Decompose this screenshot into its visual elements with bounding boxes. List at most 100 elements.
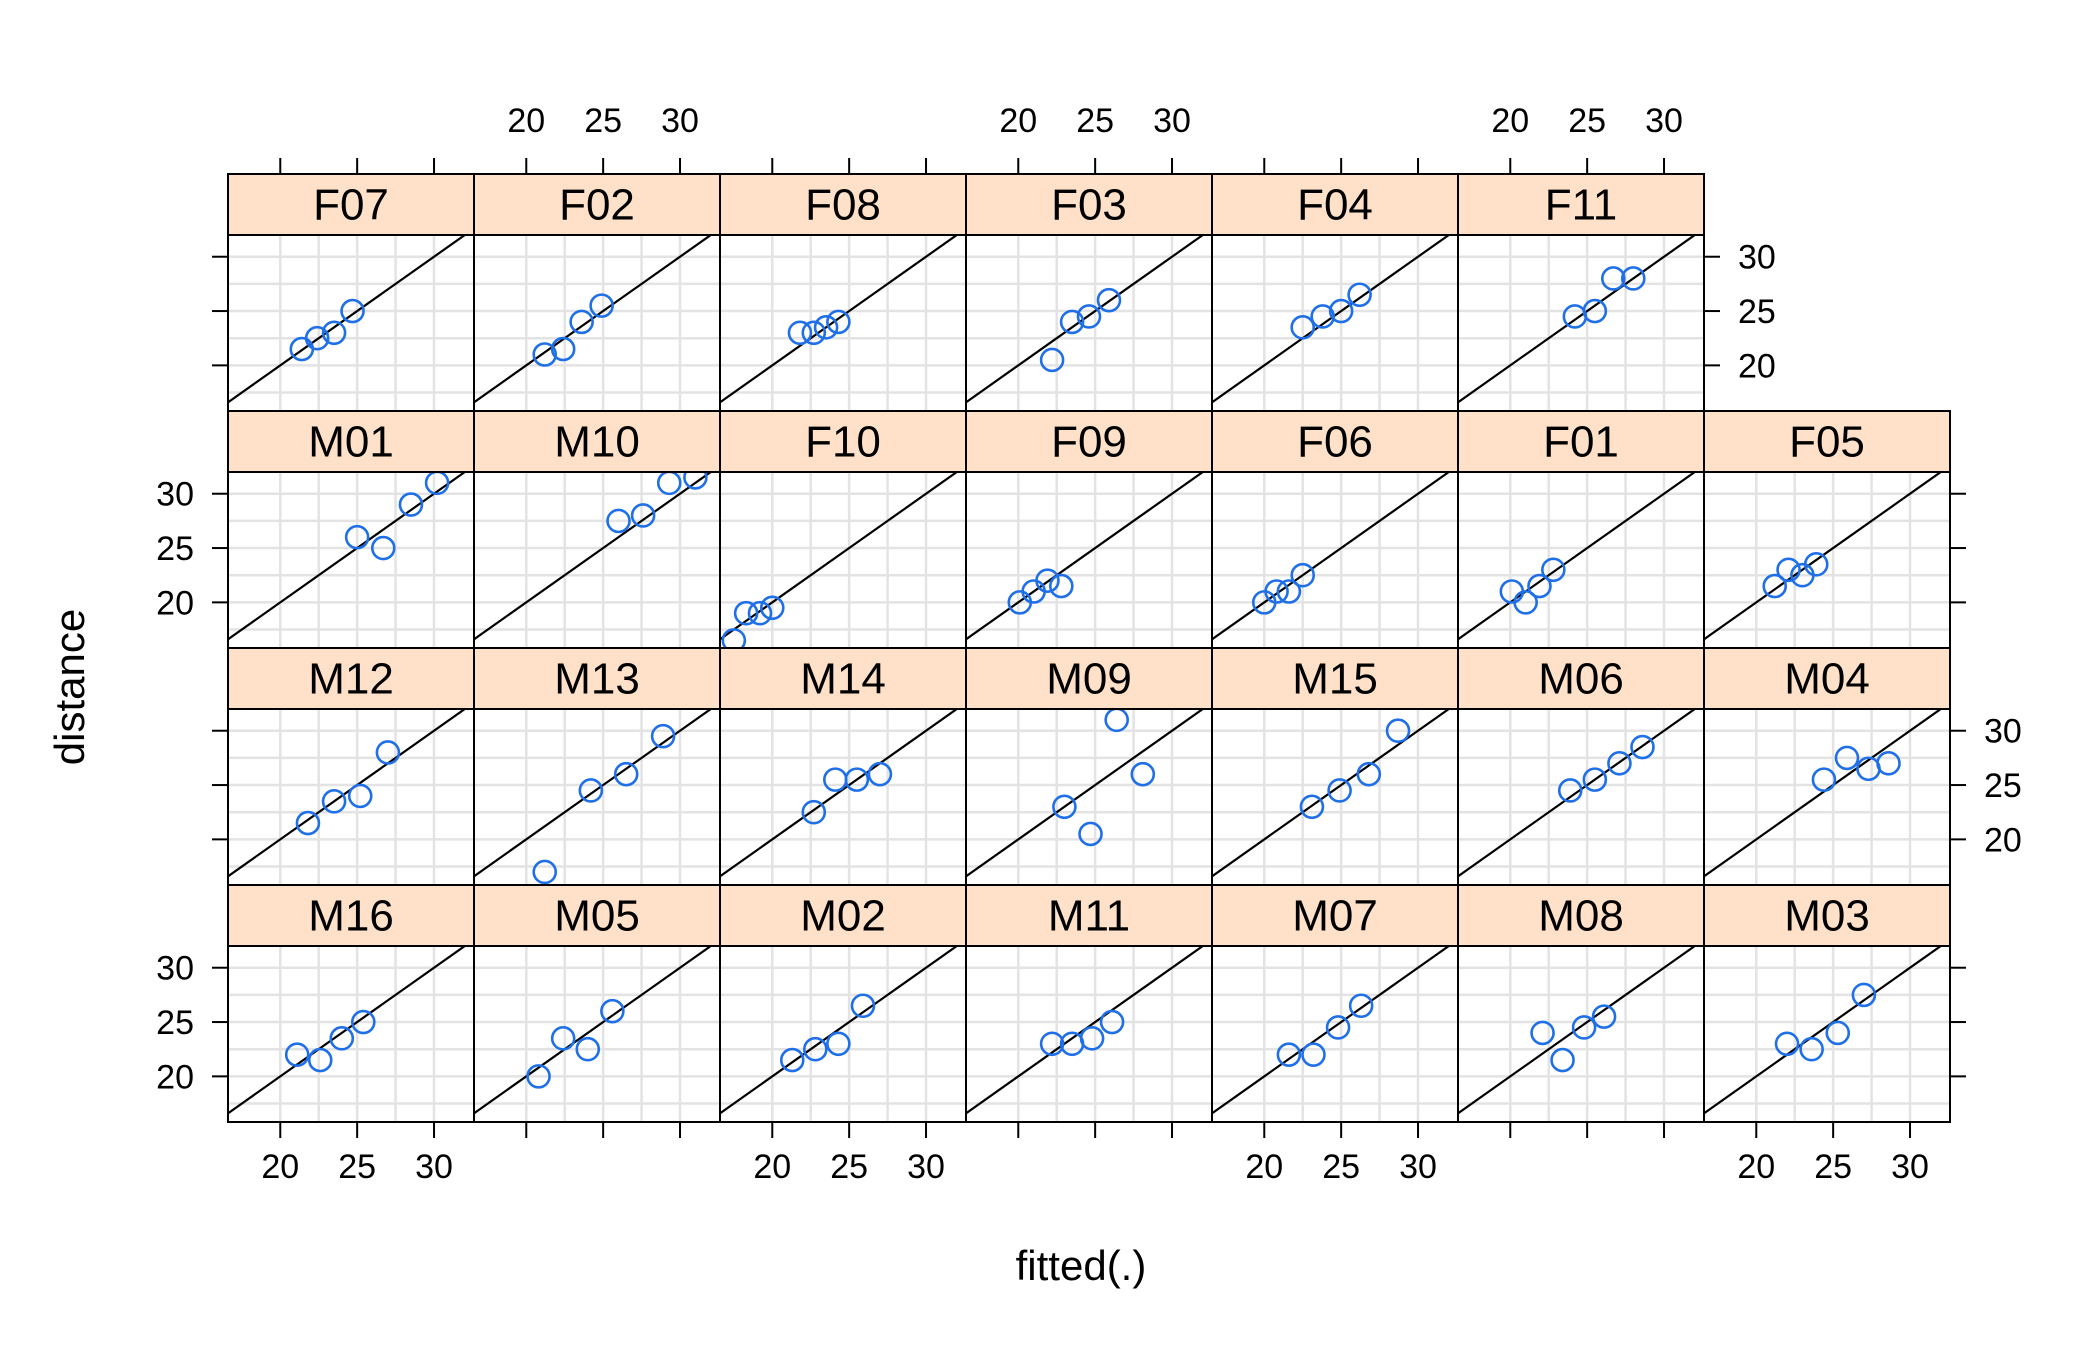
data-point bbox=[759, 595, 785, 621]
data-point bbox=[1039, 1031, 1065, 1057]
tick-label: 20 bbox=[1491, 102, 1529, 140]
tick-label: 20 bbox=[1738, 347, 1776, 385]
strip-label: M11 bbox=[1048, 892, 1130, 941]
panel-grid bbox=[1212, 235, 1458, 411]
panel-f08: F08 bbox=[719, 173, 967, 412]
data-point bbox=[424, 472, 450, 496]
data-point bbox=[295, 810, 321, 836]
data-point bbox=[656, 472, 682, 496]
strip-label: F04 bbox=[1297, 181, 1373, 230]
data-point bbox=[589, 293, 614, 318]
panel-f06: F06 bbox=[1211, 410, 1459, 649]
strip-label: F09 bbox=[1051, 418, 1127, 467]
strip bbox=[1703, 410, 1951, 473]
panel-frame bbox=[1211, 234, 1459, 412]
axes-layer: 20 25 30 20 25 30 20 25 30 20 25 30 20 25 30 20 25 30 20 25… bbox=[156, 102, 2022, 1186]
strip-label: M15 bbox=[1292, 655, 1378, 704]
strip-label: M10 bbox=[554, 418, 640, 467]
panel-points bbox=[1007, 568, 1074, 615]
panel-f03: F03 bbox=[965, 173, 1213, 412]
data-point bbox=[1591, 1004, 1617, 1029]
reference-line bbox=[1212, 946, 1451, 1115]
panel-points bbox=[344, 472, 450, 561]
data-point bbox=[747, 600, 773, 626]
data-point bbox=[1264, 579, 1289, 604]
strip bbox=[227, 410, 475, 473]
data-point bbox=[1079, 1026, 1105, 1051]
reference-line bbox=[966, 709, 1205, 878]
panel-points bbox=[721, 595, 785, 648]
strip-label: F10 bbox=[805, 418, 881, 467]
tick-label: 25 bbox=[1984, 767, 2022, 805]
panel-frame bbox=[1703, 708, 1951, 886]
data-point bbox=[1557, 778, 1583, 803]
tick-label: 30 bbox=[1399, 1148, 1437, 1186]
strip-label: M14 bbox=[800, 655, 886, 704]
data-point bbox=[526, 1064, 551, 1089]
panel-frame bbox=[719, 471, 967, 649]
strip-label: M05 bbox=[554, 892, 640, 941]
panel-grid bbox=[474, 235, 720, 411]
tick-label: 30 bbox=[156, 950, 194, 988]
data-point bbox=[1327, 778, 1352, 803]
data-point bbox=[1348, 993, 1374, 1019]
strip bbox=[1211, 173, 1459, 236]
panel-frame bbox=[1703, 945, 1951, 1123]
strip bbox=[965, 410, 1213, 473]
reference-line bbox=[1212, 472, 1451, 641]
data-point bbox=[1851, 982, 1877, 1008]
data-point bbox=[321, 320, 347, 346]
tick-label: 25 bbox=[156, 1004, 194, 1042]
tick-label: 20 bbox=[507, 102, 545, 140]
panel-points bbox=[532, 293, 614, 367]
strip-label: M04 bbox=[1784, 655, 1870, 704]
data-point bbox=[1310, 304, 1335, 329]
data-point bbox=[1582, 767, 1608, 792]
data-point bbox=[826, 309, 851, 335]
panel-points bbox=[1557, 734, 1655, 803]
panel-points bbox=[606, 472, 708, 534]
data-point bbox=[801, 799, 827, 825]
data-point bbox=[1052, 794, 1077, 820]
strip bbox=[1703, 647, 1951, 710]
data-point bbox=[304, 325, 330, 351]
tick-label: 20 bbox=[999, 102, 1037, 140]
tick-label: 25 bbox=[156, 530, 194, 568]
strip-label: M06 bbox=[1538, 655, 1624, 704]
panel-points bbox=[779, 993, 876, 1073]
data-point bbox=[1762, 573, 1788, 599]
data-point bbox=[803, 1036, 828, 1062]
reference-line bbox=[1458, 946, 1697, 1115]
panel-frame bbox=[719, 708, 967, 886]
tick-label: 30 bbox=[1645, 102, 1683, 140]
reference-line bbox=[966, 472, 1205, 641]
reference-line bbox=[966, 235, 1205, 404]
panel-f01: F01 bbox=[1457, 410, 1705, 649]
panel-grid bbox=[1212, 709, 1458, 885]
data-point bbox=[370, 535, 396, 561]
reference-line bbox=[1458, 235, 1697, 404]
strip-label: F02 bbox=[559, 181, 635, 230]
panel-f02: F02 bbox=[473, 173, 721, 412]
panel-m08: M08 bbox=[1457, 884, 1705, 1123]
strip bbox=[719, 647, 967, 710]
y-axis-title: distance bbox=[46, 609, 93, 765]
data-point bbox=[1803, 552, 1829, 577]
tick-label: 30 bbox=[1153, 102, 1191, 140]
panel-points bbox=[1276, 993, 1374, 1067]
data-point bbox=[1059, 309, 1085, 335]
panel-m02: M02 bbox=[719, 884, 967, 1123]
data-point bbox=[630, 503, 656, 528]
data-point bbox=[1541, 557, 1566, 583]
panel-frame bbox=[473, 234, 721, 412]
data-point bbox=[683, 472, 708, 490]
panel-grid bbox=[720, 235, 966, 411]
reference-line bbox=[1704, 472, 1943, 641]
strip bbox=[473, 410, 721, 473]
panels-layer: F07 F02 F08 F03 F04 F11 M01 M10 F10 F09 F06 F01 F05 M… bbox=[227, 173, 1951, 1123]
data-point bbox=[1039, 347, 1065, 373]
panel-points bbox=[1052, 709, 1156, 847]
panel-f04: F04 bbox=[1211, 173, 1459, 412]
panel-grid bbox=[720, 472, 966, 648]
panel-grid bbox=[228, 709, 474, 885]
